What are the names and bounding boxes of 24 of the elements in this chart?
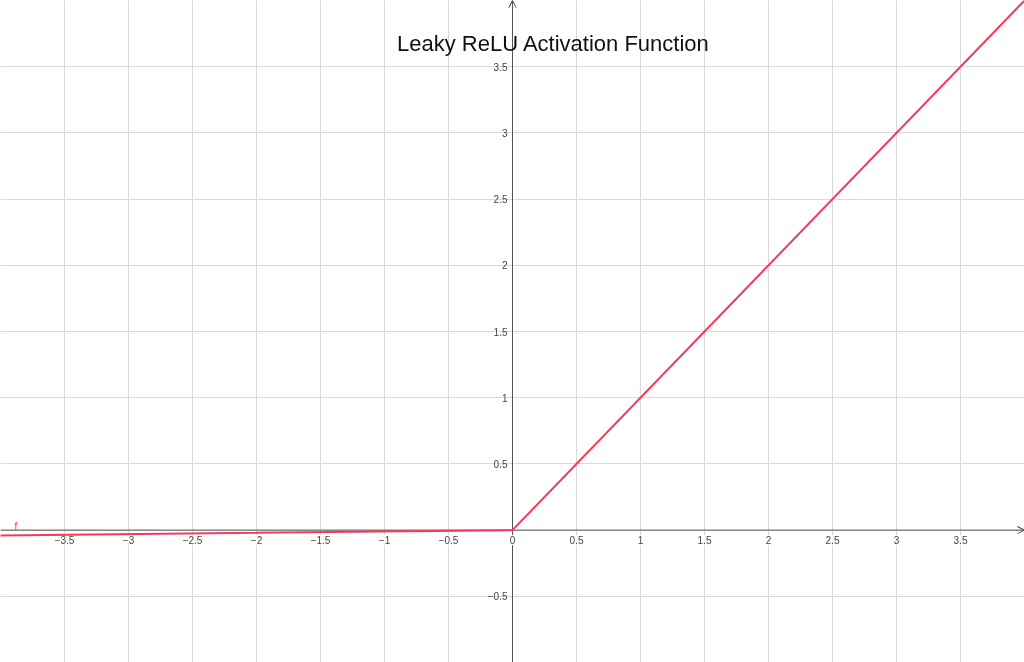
x-tick-label: 2 — [765, 535, 772, 547]
y-tick-label: 2 — [501, 260, 508, 272]
x-tick-label: 3 — [893, 535, 900, 547]
x-tick-label: −1.5 — [310, 535, 331, 547]
series-label: f — [14, 521, 18, 533]
y-tick-label: 1.5 — [493, 326, 508, 338]
x-tick-label: −3 — [122, 535, 135, 547]
y-tick-label: 2.5 — [493, 194, 508, 206]
y-tick-label: −0.5 — [487, 591, 508, 603]
x-tick-label: 2.5 — [825, 535, 840, 547]
x-tick-label: 0.5 — [569, 535, 584, 547]
x-tick-label: 0 — [509, 535, 516, 547]
x-tick-label: 1 — [637, 535, 644, 547]
x-tick-label: 1.5 — [697, 535, 712, 547]
x-tick-label: −3.5 — [54, 535, 75, 547]
y-tick-label: 3 — [501, 127, 508, 139]
y-tick-label: 3.5 — [493, 61, 508, 73]
y-tick-label: 0.5 — [493, 458, 508, 470]
x-tick-label: −2.5 — [182, 535, 203, 547]
x-tick-label: −0.5 — [438, 535, 459, 547]
x-tick-label: 3.5 — [953, 535, 968, 547]
y-tick-label: 1 — [501, 392, 508, 404]
x-tick-label: −1 — [378, 535, 391, 547]
x-tick-label: −2 — [250, 535, 263, 547]
